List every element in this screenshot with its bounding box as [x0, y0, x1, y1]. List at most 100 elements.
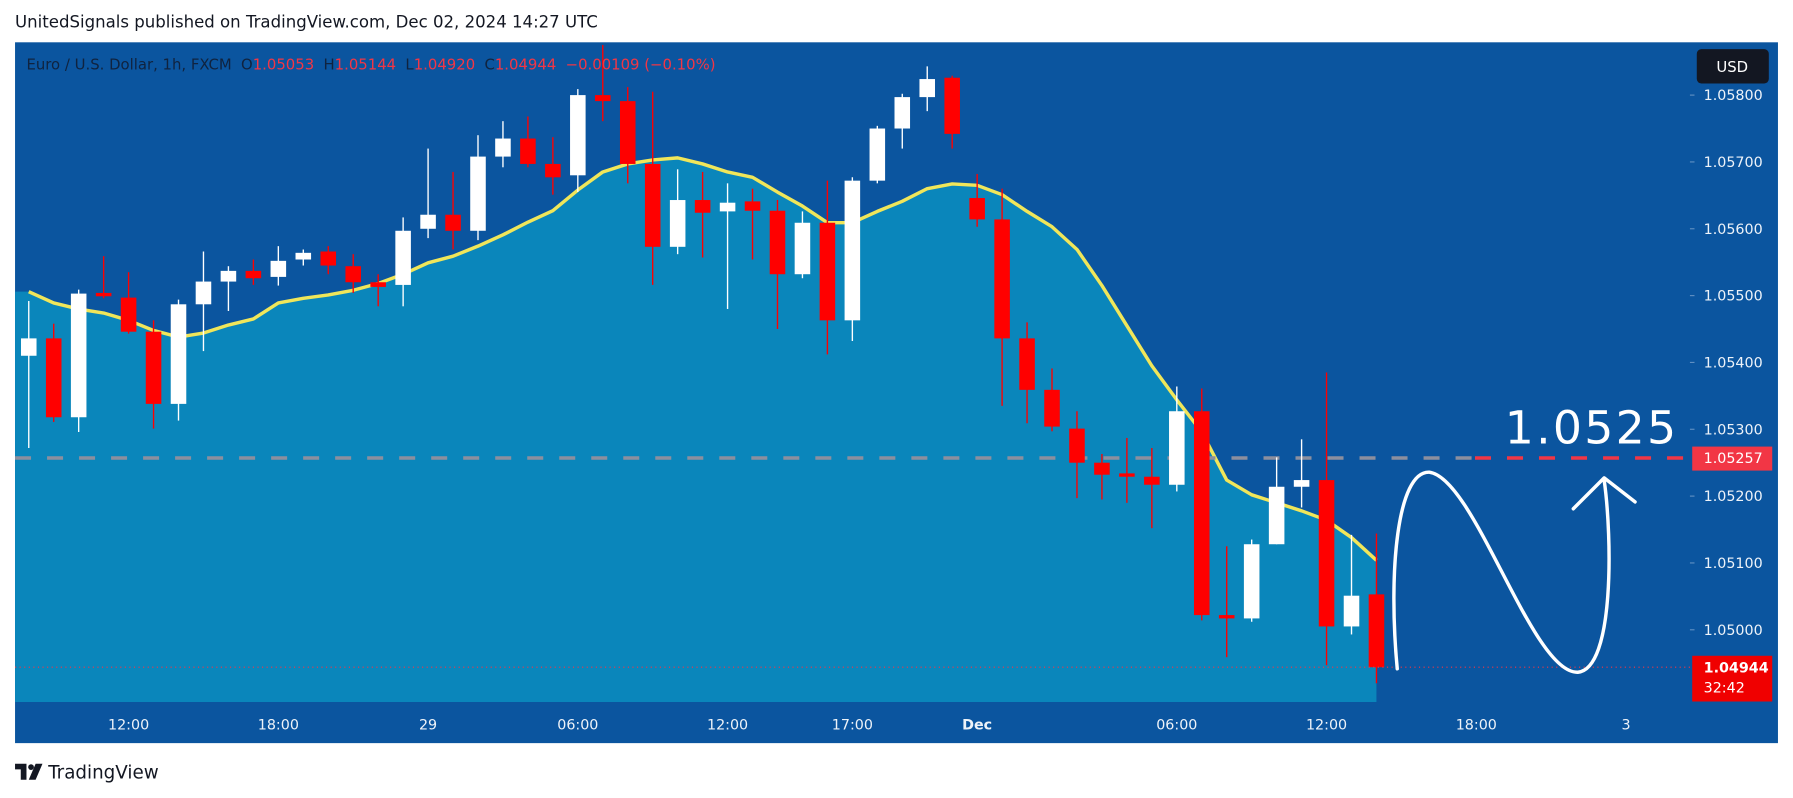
- x-tick-label: 06:00: [557, 717, 598, 733]
- candle-body: [20, 338, 37, 356]
- candle-body: [819, 222, 836, 321]
- candle-body: [470, 156, 486, 231]
- candle-body: [694, 200, 711, 213]
- y-tick-label: 1.05700: [1704, 155, 1763, 171]
- candle-body: [894, 97, 911, 129]
- legend: Euro / U.S. Dollar, 1h, FXCM O1.05053 H1…: [26, 56, 715, 74]
- legend-c: C: [484, 56, 494, 74]
- legend-h: H: [323, 56, 334, 74]
- candle-body: [345, 266, 361, 283]
- candle-body: [1268, 486, 1285, 545]
- candle-body: [869, 128, 886, 181]
- y-tick-label: 1.05800: [1704, 88, 1763, 104]
- candle-body: [1094, 462, 1110, 475]
- x-tick-label: 18:00: [1456, 717, 1497, 733]
- candle-body: [145, 331, 162, 404]
- publish-header: UnitedSignals published on TradingView.c…: [15, 12, 598, 31]
- candle-body: [245, 270, 262, 279]
- y-tick-label: 1.05100: [1704, 556, 1763, 572]
- candle-body: [669, 200, 686, 247]
- legend-low: 1.04920: [414, 56, 475, 74]
- legend-o: O: [241, 56, 253, 74]
- y-tick-label: 1.05000: [1704, 623, 1763, 639]
- legend-symbol: Euro / U.S. Dollar, 1h, FXCM: [26, 56, 231, 74]
- footer-brand: TradingView: [47, 763, 159, 784]
- x-tick-label: 29: [419, 717, 437, 733]
- x-tick-label: 12:00: [707, 717, 748, 733]
- candle-body: [220, 270, 237, 282]
- candle-body: [1019, 338, 1035, 390]
- candle-body: [794, 222, 811, 275]
- x-tick-label: 18:00: [258, 717, 299, 733]
- candle-body: [1193, 411, 1210, 616]
- candle-body: [570, 95, 586, 176]
- candle-body: [1069, 428, 1085, 463]
- candle-body: [1343, 595, 1360, 627]
- candle-body: [844, 180, 861, 321]
- candle-body: [1119, 473, 1135, 477]
- legend-change: −0.00109 (−0.10%): [566, 56, 716, 74]
- ema-line: [28, 156, 1378, 562]
- candle-body: [295, 252, 312, 260]
- candle-body: [420, 214, 436, 229]
- candle-body: [1144, 476, 1160, 485]
- candle-body: [270, 260, 287, 277]
- target-annotation: 1.0525: [1505, 402, 1679, 455]
- last-price-label: 1.04944: [1704, 660, 1769, 676]
- candle-body: [619, 101, 636, 164]
- x-tick-label: Dec: [962, 717, 992, 733]
- candle-body: [769, 210, 786, 275]
- currency-label: USD: [1716, 58, 1748, 76]
- ema-area: [15, 157, 1377, 702]
- candle-body: [95, 292, 112, 297]
- candle-body: [1318, 480, 1335, 627]
- last-price-tag: [1692, 655, 1773, 702]
- legend-high: 1.05144: [335, 56, 396, 74]
- candle-body: [395, 230, 411, 285]
- candle-body: [45, 338, 62, 418]
- y-tick-label: 1.05500: [1704, 289, 1763, 305]
- x-tick-label: 12:00: [108, 717, 149, 733]
- drawn-arrow: [1392, 470, 1637, 674]
- y-tick-label: 1.05600: [1704, 222, 1763, 238]
- y-tick-label: 1.05400: [1704, 356, 1763, 372]
- plot: 1.05000 1.05100 1.05200 1.05300 1.05400 1.055…: [15, 44, 1773, 733]
- candle-body: [1293, 480, 1310, 487]
- level-price-label: 1.05257: [1704, 451, 1763, 467]
- candle-body: [719, 202, 736, 212]
- candle-body: [1044, 389, 1060, 427]
- countdown-label: 32:42: [1704, 680, 1745, 696]
- candle-body: [595, 95, 611, 102]
- level-price-tag: [1692, 446, 1773, 471]
- candle-body: [944, 77, 960, 134]
- y-tick-label: 1.05200: [1704, 489, 1763, 505]
- candle-body: [120, 297, 137, 332]
- candle-body: [1368, 594, 1385, 668]
- x-tick-label: 3: [1621, 717, 1630, 733]
- candle-body: [545, 163, 561, 178]
- candle-body: [370, 282, 386, 287]
- legend-close: 1.04944: [495, 56, 556, 74]
- candle-body: [1243, 544, 1260, 619]
- candle-body: [994, 219, 1010, 339]
- x-tick-label: 06:00: [1156, 717, 1197, 733]
- candle-body: [195, 281, 212, 305]
- candle-body: [744, 201, 761, 211]
- x-tick-label: 17:00: [832, 717, 873, 733]
- tv-logo: [15, 763, 43, 780]
- currency-button[interactable]: [1696, 49, 1769, 84]
- candle-body: [70, 293, 87, 418]
- y-tick-label: 1.05300: [1704, 422, 1763, 438]
- candle-body: [1218, 615, 1235, 619]
- candle-body: [644, 163, 661, 247]
- candle-body: [520, 138, 536, 164]
- candle-body: [1169, 411, 1185, 485]
- candle-body: [320, 251, 337, 266]
- candle-body: [495, 138, 511, 157]
- candle-body: [445, 214, 461, 231]
- candle-body: [969, 198, 985, 220]
- legend-open: 1.05053: [253, 56, 314, 74]
- candle-body: [170, 304, 187, 404]
- legend-l: L: [405, 56, 414, 74]
